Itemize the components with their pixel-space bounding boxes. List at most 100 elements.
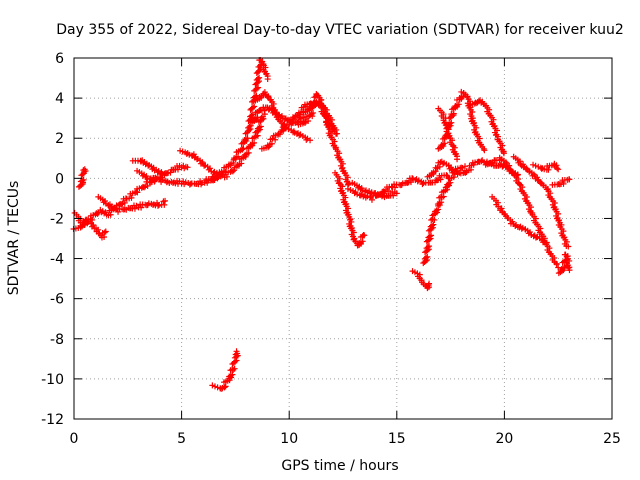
data-point — [209, 382, 216, 389]
y-tick-label: -4 — [50, 252, 64, 268]
data-point — [553, 261, 560, 268]
data-point — [81, 166, 88, 173]
data-point — [133, 188, 140, 195]
y-tick-label: -6 — [50, 292, 64, 308]
data-point — [184, 164, 191, 171]
data-point — [81, 221, 88, 228]
x-tick-label: 20 — [495, 431, 513, 447]
data-point — [251, 103, 258, 110]
data-point — [455, 101, 462, 108]
data-point — [454, 156, 461, 163]
data-point — [221, 384, 228, 391]
data-point — [211, 383, 218, 390]
data-point — [245, 149, 252, 156]
data-point — [390, 192, 397, 199]
data-point — [253, 92, 260, 99]
data-point — [512, 222, 519, 229]
series-arc-25 — [530, 160, 562, 173]
data-point — [286, 121, 293, 128]
data-point — [231, 167, 238, 174]
data-point — [79, 177, 86, 184]
data-point — [158, 169, 165, 176]
data-point — [246, 123, 253, 130]
data-point — [310, 109, 317, 116]
data-point — [180, 162, 187, 169]
data-point — [507, 166, 514, 173]
data-point — [458, 164, 465, 171]
data-point — [217, 173, 224, 180]
data-point — [244, 135, 251, 142]
data-point — [565, 176, 572, 183]
data-point — [560, 180, 567, 187]
data-point — [347, 215, 354, 222]
data-point — [143, 173, 150, 180]
data-point — [235, 153, 242, 160]
y-tick-label: -2 — [50, 211, 64, 227]
data-point — [94, 210, 101, 217]
chart-title: Day 355 of 2022, Sidereal Day-to-day VTE… — [56, 22, 624, 38]
data-point — [426, 280, 433, 287]
data-point — [545, 166, 552, 173]
series-arc-3 — [75, 166, 89, 190]
data-point — [424, 244, 431, 251]
data-point — [368, 196, 375, 203]
data-point — [115, 208, 122, 215]
data-point — [566, 267, 573, 274]
data-point — [430, 221, 437, 228]
series-arc-23 — [489, 193, 550, 246]
data-point — [300, 108, 307, 115]
ticks — [73, 57, 613, 420]
data-point — [360, 231, 367, 238]
x-tick-label: 10 — [280, 431, 298, 447]
data-point — [214, 175, 221, 182]
series-arc-26 — [549, 176, 573, 188]
data-point — [436, 163, 443, 170]
series-arc-16 — [409, 268, 433, 292]
data-point — [102, 228, 109, 235]
data-point — [334, 130, 341, 137]
data-point — [351, 235, 358, 242]
data-point — [107, 211, 114, 218]
series-arc-22 — [482, 154, 562, 271]
series-arc-21 — [467, 97, 507, 157]
data-point — [96, 230, 103, 237]
data-point — [426, 243, 433, 250]
data-point — [535, 163, 542, 170]
data-point — [121, 199, 128, 206]
data-point — [161, 201, 168, 208]
data-point — [251, 139, 258, 146]
y-tick-labels: -12 -10 -8 -6 -4 -2 0 2 4 6 — [41, 51, 64, 428]
plot-frame — [73, 57, 613, 420]
data-point — [101, 229, 108, 236]
data-point — [233, 348, 240, 355]
x-tick-label: 0 — [70, 431, 79, 447]
data-point — [248, 112, 255, 119]
data-point — [230, 366, 237, 373]
data-point — [174, 166, 181, 173]
data-point — [80, 167, 87, 174]
data-point — [335, 180, 342, 187]
data-point — [429, 222, 436, 229]
data-point — [419, 181, 426, 188]
data-point — [467, 166, 474, 173]
data-point — [264, 76, 271, 83]
data-point — [443, 172, 450, 179]
series-arc-15 — [349, 179, 400, 201]
data-point — [102, 197, 109, 204]
data-point — [249, 104, 256, 111]
series-arc-24 — [510, 153, 572, 250]
data-point — [426, 233, 433, 240]
series-arc-19 — [435, 88, 488, 154]
data-point — [254, 75, 261, 82]
data-point — [409, 175, 416, 182]
data-point — [555, 166, 562, 173]
data-point — [255, 84, 262, 91]
data-point — [448, 119, 455, 126]
series-arc-27 — [555, 251, 573, 277]
data-point — [450, 174, 457, 181]
data-point — [302, 119, 309, 126]
y-axis-label: SDTVAR / TECUs — [6, 181, 22, 296]
y-tick-label: 2 — [55, 131, 64, 147]
data-point — [223, 173, 230, 180]
data-point — [162, 197, 169, 204]
